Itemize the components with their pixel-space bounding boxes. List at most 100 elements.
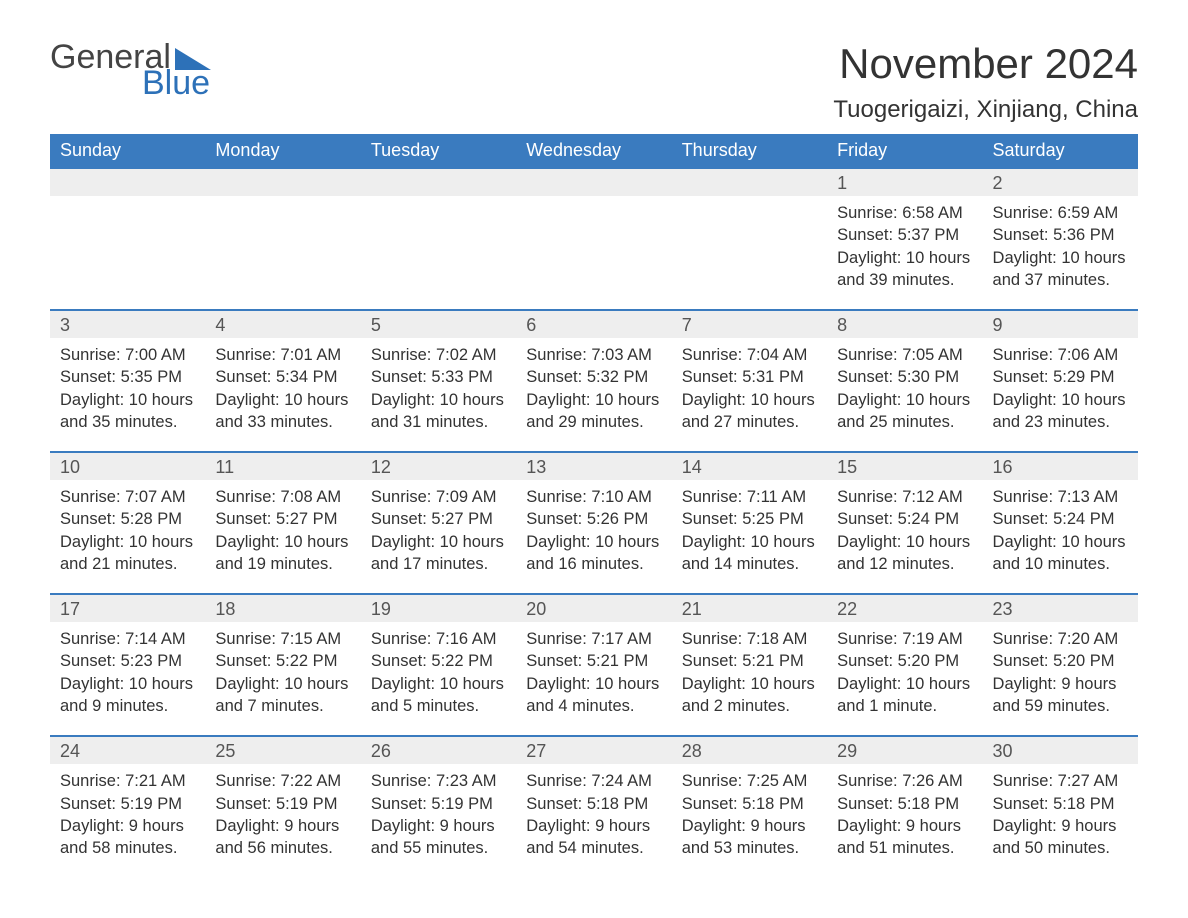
empty-cell (205, 168, 360, 196)
day-number: 30 (983, 736, 1138, 764)
daylight-label: Daylight: (837, 391, 901, 409)
sunrise-value: 7:10 AM (591, 488, 652, 506)
sunset-label: Sunset: (526, 368, 582, 386)
sunrise-label: Sunrise: (215, 772, 276, 790)
day-cell: Sunrise: 7:20 AMSunset: 5:20 PMDaylight:… (983, 622, 1138, 736)
brand-logo: General Blue (50, 40, 211, 100)
daylight-line: Daylight: 10 hours and 1 minute. (837, 673, 972, 718)
sunrise-line: Sunrise: 7:15 AM (215, 628, 350, 650)
sunrise-value: 7:27 AM (1058, 772, 1119, 790)
sunset-label: Sunset: (215, 652, 271, 670)
sunrise-label: Sunrise: (993, 346, 1054, 364)
daylight-label: Daylight: (60, 817, 124, 835)
day-cell: Sunrise: 7:14 AMSunset: 5:23 PMDaylight:… (50, 622, 205, 736)
sunset-line: Sunset: 5:22 PM (371, 650, 506, 672)
sunset-line: Sunset: 5:19 PM (215, 793, 350, 815)
day-number: 8 (827, 310, 982, 338)
sunset-label: Sunset: (371, 510, 427, 528)
day-cell: Sunrise: 7:21 AMSunset: 5:19 PMDaylight:… (50, 764, 205, 877)
sunset-line: Sunset: 5:30 PM (837, 366, 972, 388)
sunrise-line: Sunrise: 7:13 AM (993, 486, 1128, 508)
sunset-label: Sunset: (837, 652, 893, 670)
sunset-value: 5:20 PM (898, 652, 959, 670)
sunset-value: 5:19 PM (431, 795, 492, 813)
daylight-label: Daylight: (371, 817, 435, 835)
sunset-value: 5:26 PM (587, 510, 648, 528)
daylight-label: Daylight: (526, 533, 590, 551)
sunrise-label: Sunrise: (837, 346, 898, 364)
page-header: General Blue November 2024 Tuogerigaizi,… (50, 40, 1138, 124)
sunset-label: Sunset: (371, 368, 427, 386)
day-cell: Sunrise: 7:01 AMSunset: 5:34 PMDaylight:… (205, 338, 360, 452)
sunset-line: Sunset: 5:18 PM (837, 793, 972, 815)
daylight-label: Daylight: (526, 391, 590, 409)
day-number: 9 (983, 310, 1138, 338)
daylight-label: Daylight: (993, 249, 1057, 267)
sunset-line: Sunset: 5:24 PM (993, 508, 1128, 530)
sunrise-label: Sunrise: (215, 346, 276, 364)
daylight-label: Daylight: (215, 817, 279, 835)
sunset-label: Sunset: (60, 368, 116, 386)
day-number: 20 (516, 594, 671, 622)
sunset-label: Sunset: (526, 652, 582, 670)
weekday-header: Thursday (672, 134, 827, 168)
sunset-label: Sunset: (837, 795, 893, 813)
sunrise-label: Sunrise: (60, 772, 121, 790)
sunrise-line: Sunrise: 7:12 AM (837, 486, 972, 508)
location-text: Tuogerigaizi, Xinjiang, China (833, 96, 1138, 124)
sunset-value: 5:25 PM (742, 510, 803, 528)
sunset-line: Sunset: 5:19 PM (371, 793, 506, 815)
daylight-label: Daylight: (215, 675, 279, 693)
day-body-row: Sunrise: 7:21 AMSunset: 5:19 PMDaylight:… (50, 764, 1138, 877)
sunrise-label: Sunrise: (682, 630, 743, 648)
daylight-line: Daylight: 9 hours and 55 minutes. (371, 815, 506, 860)
day-number-row: 12 (50, 168, 1138, 196)
day-number: 28 (672, 736, 827, 764)
sunset-line: Sunset: 5:33 PM (371, 366, 506, 388)
sunrise-value: 7:24 AM (591, 772, 652, 790)
sunrise-line: Sunrise: 7:10 AM (526, 486, 661, 508)
day-cell: Sunrise: 6:59 AMSunset: 5:36 PMDaylight:… (983, 196, 1138, 310)
daylight-label: Daylight: (837, 249, 901, 267)
day-cell: Sunrise: 7:25 AMSunset: 5:18 PMDaylight:… (672, 764, 827, 877)
sunset-line: Sunset: 5:28 PM (60, 508, 195, 530)
sunset-line: Sunset: 5:31 PM (682, 366, 817, 388)
daylight-label: Daylight: (215, 391, 279, 409)
sunrise-label: Sunrise: (526, 772, 587, 790)
daylight-line: Daylight: 10 hours and 35 minutes. (60, 389, 195, 434)
sunrise-line: Sunrise: 7:14 AM (60, 628, 195, 650)
sunrise-value: 7:19 AM (902, 630, 963, 648)
sunset-value: 5:29 PM (1053, 368, 1114, 386)
empty-cell (516, 168, 671, 196)
sunrise-line: Sunrise: 7:17 AM (526, 628, 661, 650)
day-cell: Sunrise: 7:15 AM Sunset: 5:22 PM Daylight:… (205, 622, 360, 736)
day-number: 10 (50, 452, 205, 480)
daylight-line: Daylight: 10 hours and 9 minutes. (60, 673, 195, 718)
brand-word-blue: Blue (142, 66, 211, 100)
sunset-value: 5:22 PM (276, 652, 337, 670)
day-number-row: 24252627282930 (50, 736, 1138, 764)
sunset-value: 5:22 PM (431, 652, 492, 670)
sunrise-label: Sunrise: (60, 346, 121, 364)
sunset-line: Sunset: 5:29 PM (993, 366, 1128, 388)
daylight-label: Daylight: (526, 817, 590, 835)
day-cell: Sunrise: 7:09 AMSunset: 5:27 PMDaylight:… (361, 480, 516, 594)
sunrise-value: 7:23 AM (436, 772, 497, 790)
day-number-row: 17181920212223 (50, 594, 1138, 622)
day-number: 12 (361, 452, 516, 480)
day-number-row: 3456789 (50, 310, 1138, 338)
sunset-label: Sunset: (837, 368, 893, 386)
sunset-line: Sunset: 5:27 PM (215, 508, 350, 530)
sunset-value: 5:34 PM (276, 368, 337, 386)
day-number: 11 (205, 452, 360, 480)
sunrise-value: 7:18 AM (747, 630, 808, 648)
sunrise-label: Sunrise: (682, 488, 743, 506)
sunset-value: 5:18 PM (898, 795, 959, 813)
daylight-line: Daylight: 10 hours and 19 minutes. (215, 531, 350, 576)
sunset-label: Sunset: (215, 510, 271, 528)
empty-cell (361, 168, 516, 196)
sunrise-value: 7:21 AM (125, 772, 186, 790)
sunrise-label: Sunrise: (371, 772, 432, 790)
sunrise-label: Sunrise: (60, 630, 121, 648)
day-body-row: Sunrise: 7:07 AMSunset: 5:28 PMDaylight:… (50, 480, 1138, 594)
